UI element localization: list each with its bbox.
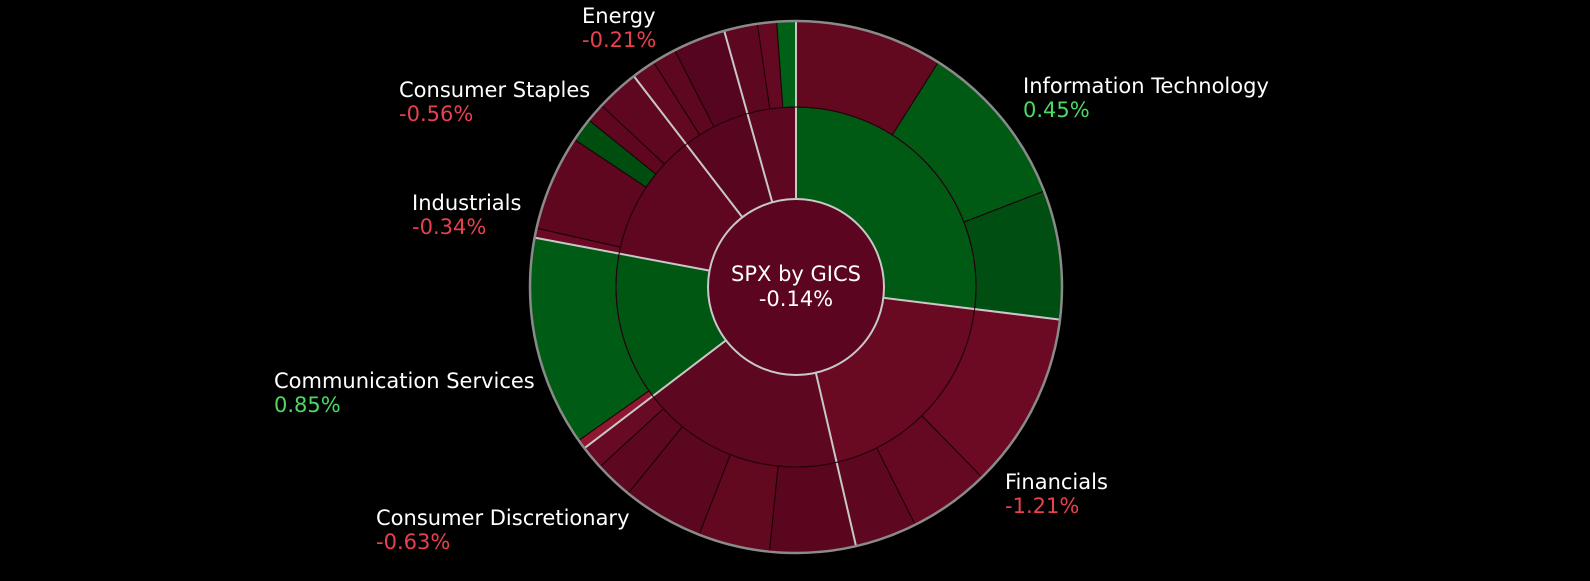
outer-border — [528, 19, 1064, 555]
sector-dividers — [534, 21, 1061, 547]
sector-name: Industrials — [412, 191, 522, 215]
sector-change: -0.56% — [399, 102, 474, 126]
label-industrials: Industrials -0.34% — [412, 191, 521, 239]
sector-change: -0.34% — [412, 215, 487, 239]
divider-consumer-staples — [633, 75, 744, 218]
label-energy: Energy -0.21% — [582, 4, 656, 52]
sector-name: Energy — [582, 4, 656, 28]
sector-change: -0.21% — [582, 28, 657, 52]
divider-consumer-discretionary — [814, 372, 858, 547]
label-consumer-discretionary: Consumer Discretionary -0.63% — [376, 506, 630, 554]
sector-name: Consumer Staples — [399, 78, 591, 102]
divider-financials — [883, 296, 1061, 321]
label-financials: Financials -1.21% — [1005, 470, 1108, 518]
divider-energy — [723, 30, 774, 203]
center-title: SPX by GICS — [731, 262, 861, 286]
center-disk — [707, 198, 885, 376]
label-information-technology: Information Technology 0.45% — [1023, 74, 1269, 122]
sector-name: Communication Services — [274, 369, 535, 393]
divider-communication-services — [583, 339, 727, 450]
label-communication-services: Communication Services 0.85% — [274, 369, 535, 417]
sector-name: Financials — [1005, 470, 1108, 494]
sector-change: 0.45% — [1023, 98, 1090, 122]
sector-change: -0.63% — [376, 530, 451, 554]
divider-industrials — [534, 236, 710, 272]
center-change: -0.14% — [759, 287, 833, 311]
sector-change: 0.85% — [274, 393, 341, 417]
label-consumer-staples: Consumer Staples -0.56% — [399, 78, 590, 126]
sector-change: -1.21% — [1005, 494, 1080, 518]
sector-name: Information Technology — [1023, 74, 1269, 98]
sector-name: Consumer Discretionary — [376, 506, 630, 530]
ring-boundary — [615, 106, 977, 468]
